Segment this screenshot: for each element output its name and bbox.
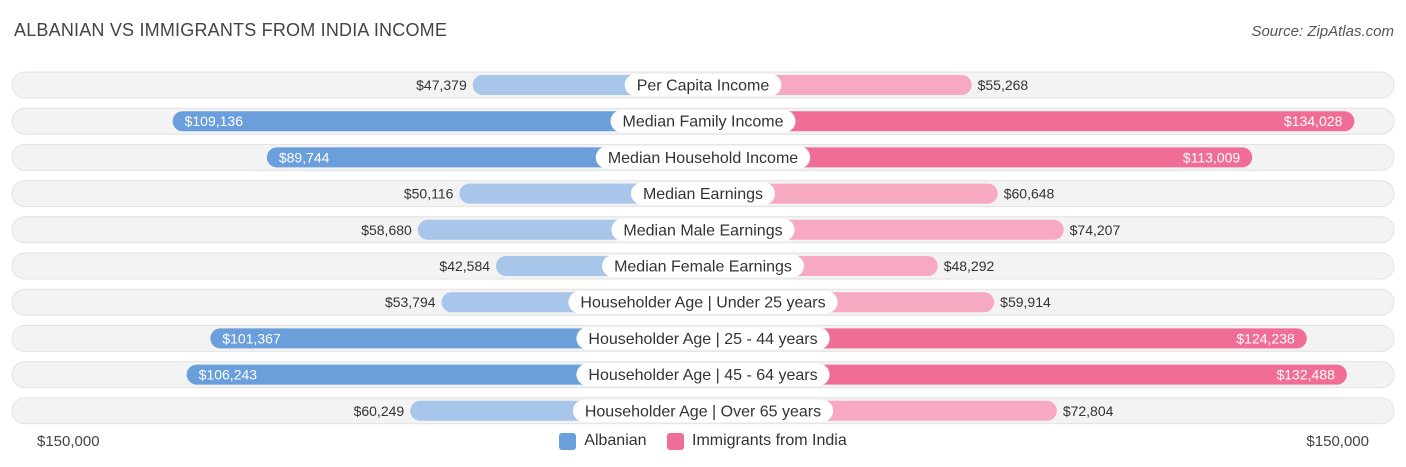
category-label: Householder Age | Over 65 years xyxy=(585,403,821,420)
axis-left-label: $150,000 xyxy=(37,433,100,450)
category-pill xyxy=(595,146,811,169)
value-label-albanian: $101,367 xyxy=(222,330,281,346)
category-pill xyxy=(610,110,796,133)
bar-albanian xyxy=(186,364,703,385)
category-label: Median Female Earnings xyxy=(614,259,792,276)
value-label-india: $134,028 xyxy=(1284,113,1343,129)
value-label-india: $55,268 xyxy=(978,77,1029,93)
legend: Albanian Immigrants from India xyxy=(0,432,1406,455)
legend-label-albanian: Albanian xyxy=(584,432,647,449)
category-label: Median Household Income xyxy=(608,150,798,167)
value-label-india: $132,488 xyxy=(1276,367,1335,383)
value-label-india: $124,238 xyxy=(1236,330,1295,346)
category-label: Median Family Income xyxy=(623,114,784,131)
legend-swatch-albanian xyxy=(559,432,577,450)
value-label-india: $113,009 xyxy=(1183,149,1241,165)
axis-right-label: $150,000 xyxy=(1306,433,1369,450)
value-label-albanian: $42,584 xyxy=(439,258,490,274)
value-label-albanian: $47,379 xyxy=(416,77,467,93)
value-label-albanian: $106,243 xyxy=(199,367,258,383)
bar-albanian xyxy=(172,111,703,132)
source-label: Source: ZipAtlas.com xyxy=(1251,23,1394,40)
category-pill xyxy=(602,255,804,277)
category-label: Householder Age | 45 - 64 years xyxy=(588,367,817,384)
value-label-albanian: $53,794 xyxy=(385,294,436,310)
value-label-albanian: $58,680 xyxy=(361,222,412,238)
value-label-india: $74,207 xyxy=(1070,222,1121,238)
category-label: Householder Age | 25 - 44 years xyxy=(588,331,817,348)
chart-title: ALBANIAN VS IMMIGRANTS FROM INDIA INCOME xyxy=(14,20,448,40)
category-pill xyxy=(624,74,782,96)
category-label: Per Capita Income xyxy=(637,78,770,95)
category-pill xyxy=(630,182,776,205)
value-label-india: $48,292 xyxy=(944,258,995,274)
category-pill xyxy=(611,218,795,241)
bar-india xyxy=(703,183,998,204)
bar-albanian xyxy=(266,147,703,168)
bar-india xyxy=(703,147,1253,168)
legend-swatch-india xyxy=(667,432,684,450)
category-pill xyxy=(568,291,838,314)
category-label: Median Earnings xyxy=(643,186,763,203)
category-label: Median Male Earnings xyxy=(623,222,782,239)
bar-india xyxy=(703,364,1347,385)
bar-india xyxy=(703,328,1307,349)
legend-item-india[interactable]: Immigrants from India xyxy=(667,432,847,450)
value-label-india: $59,914 xyxy=(1000,294,1051,310)
category-label: Householder Age | Under 25 years xyxy=(580,295,825,312)
legend-item-albanian[interactable]: Albanian xyxy=(559,432,647,450)
value-label-india: $72,804 xyxy=(1063,403,1114,419)
value-label-albanian: $50,116 xyxy=(404,186,454,202)
value-label-albanian: $89,744 xyxy=(279,149,330,165)
legend-label-india: Immigrants from India xyxy=(692,432,847,449)
value-label-albanian: $60,249 xyxy=(354,403,405,419)
bar-india xyxy=(703,111,1355,132)
value-label-india: $60,648 xyxy=(1004,186,1055,202)
value-label-albanian: $109,136 xyxy=(185,113,244,129)
category-pill xyxy=(576,363,830,386)
category-pill xyxy=(572,399,834,422)
category-pill xyxy=(576,327,830,350)
